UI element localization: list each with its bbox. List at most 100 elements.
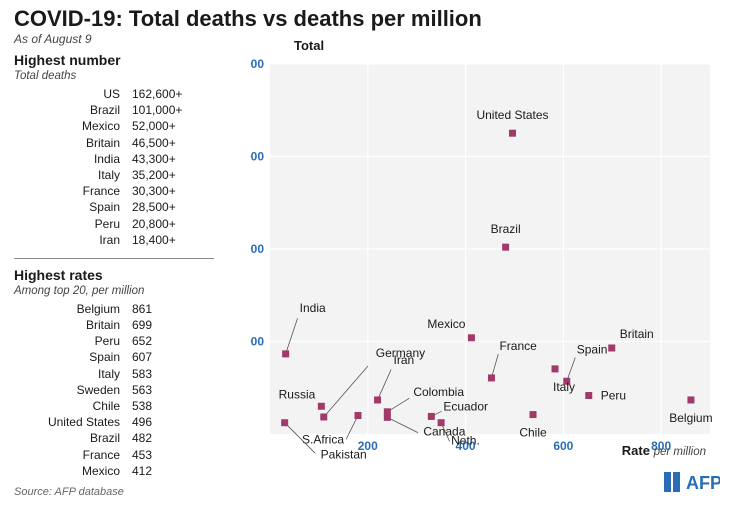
table-row: Britain46,500+ (14, 135, 214, 151)
point-label: Colombia (413, 385, 464, 399)
x-axis-label: Rate per million (622, 443, 706, 458)
point-label: S.Africa (302, 433, 344, 447)
row-value: 30,300+ (132, 183, 202, 199)
row-name: Belgium (14, 301, 132, 317)
row-value: 43,300+ (132, 151, 202, 167)
scatter-point (318, 403, 325, 410)
point-label: Italy (553, 380, 575, 394)
page-subtitle: As of August 9 (14, 32, 92, 46)
rates-title: Highest rates (14, 267, 214, 283)
scatter-point (320, 413, 327, 420)
point-label: Chile (519, 426, 547, 440)
row-value: 538 (132, 398, 202, 414)
table-row: Brazil482 (14, 430, 214, 446)
point-label: Peru (601, 389, 626, 403)
scatter-point (687, 396, 694, 403)
table-row: Peru20,800+ (14, 216, 214, 232)
row-value: 18,400+ (132, 232, 202, 248)
row-value: 20,800+ (132, 216, 202, 232)
row-name: France (14, 447, 132, 463)
point-label: Brazil (491, 222, 521, 236)
point-label: Iran (394, 353, 415, 367)
table-row: United States496 (14, 414, 214, 430)
row-value: 563 (132, 382, 202, 398)
table-row: Italy35,200+ (14, 167, 214, 183)
row-value: 699 (132, 317, 202, 333)
point-label: United States (476, 108, 548, 122)
row-value: 607 (132, 349, 202, 365)
svg-text:200,000: 200,000 (250, 57, 264, 71)
table-row: India43,300+ (14, 151, 214, 167)
row-name: Peru (14, 216, 132, 232)
afp-logo: AFP (664, 469, 720, 500)
point-label: Neth. (451, 434, 480, 448)
point-label: France (499, 339, 537, 353)
table-row: Sweden563 (14, 382, 214, 398)
row-name: Peru (14, 333, 132, 349)
table-row: France453 (14, 447, 214, 463)
scatter-point (530, 411, 537, 418)
deaths-block: Highest number Total deaths US162,600+Br… (14, 52, 214, 248)
point-label: Belgium (669, 411, 712, 425)
point-label: Russia (279, 387, 316, 401)
deaths-table: US162,600+Brazil101,000+Mexico52,000+Bri… (14, 86, 214, 248)
point-label: Ecuador (443, 399, 488, 413)
table-row: US162,600+ (14, 86, 214, 102)
row-name: Mexico (14, 463, 132, 479)
row-value: 583 (132, 366, 202, 382)
table-row: Spain607 (14, 349, 214, 365)
row-value: 861 (132, 301, 202, 317)
row-name: Spain (14, 349, 132, 365)
svg-text:600: 600 (553, 439, 573, 453)
row-name: Mexico (14, 118, 132, 134)
row-name: Britain (14, 135, 132, 151)
scatter-point (355, 412, 362, 419)
row-value: 52,000+ (132, 118, 202, 134)
table-row: Peru652 (14, 333, 214, 349)
row-value: 482 (132, 430, 202, 446)
table-row: France30,300+ (14, 183, 214, 199)
row-value: 453 (132, 447, 202, 463)
afp-logo-icon: AFP (664, 469, 720, 495)
rates-subtitle: Among top 20, per million (14, 285, 214, 297)
scatter-point (608, 344, 615, 351)
rates-table: Belgium861Britain699Peru652Spain607Italy… (14, 301, 214, 479)
scatter-point (468, 334, 475, 341)
point-label: Britain (620, 327, 654, 341)
row-value: 652 (132, 333, 202, 349)
svg-text:100,000: 100,000 (250, 242, 264, 256)
deaths-subtitle: Total deaths (14, 70, 214, 82)
table-row: Spain28,500+ (14, 199, 214, 215)
scatter-point (488, 374, 495, 381)
row-name: Brazil (14, 430, 132, 446)
row-name: Britain (14, 317, 132, 333)
svg-text:AFP: AFP (686, 473, 720, 493)
row-value: 46,500+ (132, 135, 202, 151)
row-value: 496 (132, 414, 202, 430)
row-name: Italy (14, 366, 132, 382)
scatter-point (374, 396, 381, 403)
row-name: US (14, 86, 132, 102)
scatter-point (552, 365, 559, 372)
row-value: 412 (132, 463, 202, 479)
point-label: India (300, 301, 326, 315)
row-name: Chile (14, 398, 132, 414)
table-row: Belgium861 (14, 301, 214, 317)
scatter-point (438, 419, 445, 426)
chart-svg: 20040060080050,000100,000150,000200,000U… (250, 40, 720, 460)
divider (14, 258, 214, 259)
scatter-point (384, 414, 391, 421)
point-label: Mexico (427, 317, 465, 331)
scatter-point (585, 392, 592, 399)
table-row: Iran18,400+ (14, 232, 214, 248)
point-label: Pakistan (321, 448, 367, 460)
row-value: 101,000+ (132, 102, 202, 118)
scatter-point (281, 419, 288, 426)
point-label: Spain (577, 342, 608, 356)
svg-text:50,000: 50,000 (250, 335, 264, 349)
row-name: Iran (14, 232, 132, 248)
scatter-chart: Total 20040060080050,000100,000150,00020… (250, 40, 720, 460)
row-value: 28,500+ (132, 199, 202, 215)
scatter-point (282, 350, 289, 357)
row-value: 35,200+ (132, 167, 202, 183)
